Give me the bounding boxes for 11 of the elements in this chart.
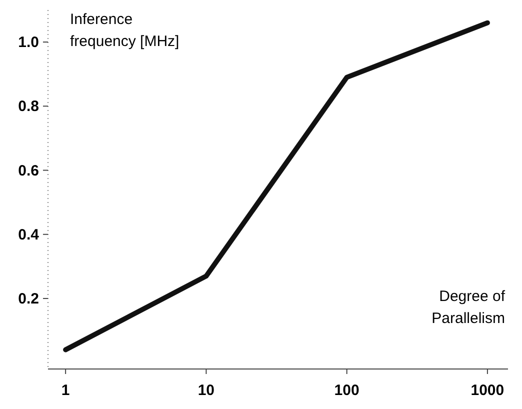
y-tick-label: 1.0 [18,34,39,52]
y-axis-title: Inference frequency [MHz] [70,11,180,50]
x-tick-label: 100 [334,382,360,399]
x-tick-label: 1000 [470,382,504,399]
x-tick-label: 10 [198,382,215,399]
y-tick-label: 0.4 [18,226,40,244]
x-tick-label: 1 [61,382,70,399]
x-axis-title: Degree of Parallelism [432,288,506,327]
y-tick-label: 0.6 [18,162,39,180]
y-tick-label: 0.2 [18,290,39,308]
y-tick-label: 0.8 [18,98,39,116]
